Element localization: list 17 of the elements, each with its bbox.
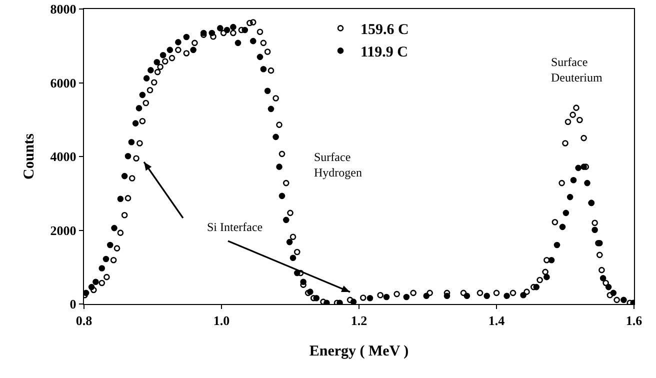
- y-tick-label: 2000: [50, 222, 76, 238]
- x-tick-label: 1.6: [626, 312, 643, 328]
- y-tick-label: 6000: [50, 75, 76, 90]
- x-tick-label: 1.4: [488, 312, 506, 328]
- annotation: Si Interface: [207, 220, 263, 234]
- y-tick-label: 4000: [50, 149, 76, 164]
- y-tick-label: 0: [70, 296, 76, 312]
- x-axis-title: Energy ( MeV ): [309, 344, 409, 360]
- x-tick-label: 1.0: [213, 312, 230, 328]
- x-tick-label: 0.8: [76, 312, 93, 328]
- legend-label: 119.9 C: [360, 44, 408, 61]
- x-tick-label: 1.2: [350, 312, 368, 328]
- annotation: Surface Deuterium: [551, 55, 603, 85]
- y-tick-label: 8000: [50, 2, 76, 17]
- annotation: Surface Hydrogen: [314, 150, 362, 180]
- y-axis-title: Counts: [22, 133, 38, 180]
- legend-label: 159.6 C: [360, 22, 409, 38]
